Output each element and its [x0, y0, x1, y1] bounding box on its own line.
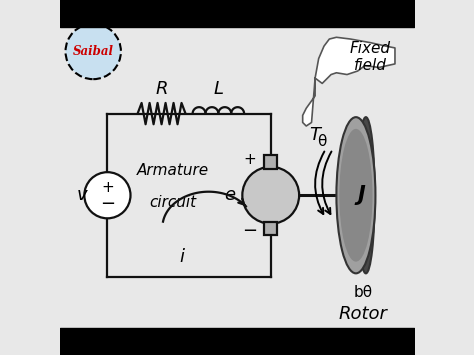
Text: J: J [357, 185, 365, 205]
Text: Fixed
field: Fixed field [350, 40, 391, 73]
Ellipse shape [357, 117, 375, 273]
Text: +: + [101, 180, 114, 195]
Text: Saibal: Saibal [73, 45, 114, 58]
Ellipse shape [337, 117, 375, 273]
Text: +: + [244, 152, 256, 167]
Bar [264, 155, 277, 169]
Text: L: L [213, 81, 223, 98]
Text: bθ̇: bθ̇ [354, 285, 373, 300]
Text: −: − [243, 222, 258, 240]
Text: v: v [77, 186, 87, 204]
Text: circuit: circuit [149, 195, 197, 210]
Text: −: − [100, 195, 115, 213]
Circle shape [242, 167, 299, 224]
Text: e: e [224, 186, 236, 204]
Text: R: R [155, 81, 168, 98]
Text: T: T [310, 126, 320, 144]
Text: Armature: Armature [137, 163, 209, 178]
Ellipse shape [339, 129, 373, 262]
Circle shape [65, 24, 121, 79]
Polygon shape [315, 37, 395, 83]
Polygon shape [303, 78, 315, 126]
Circle shape [84, 172, 130, 218]
Bar [264, 222, 277, 235]
Text: θ: θ [318, 135, 327, 149]
Text: i: i [180, 248, 184, 266]
Text: Rotor: Rotor [338, 305, 387, 323]
